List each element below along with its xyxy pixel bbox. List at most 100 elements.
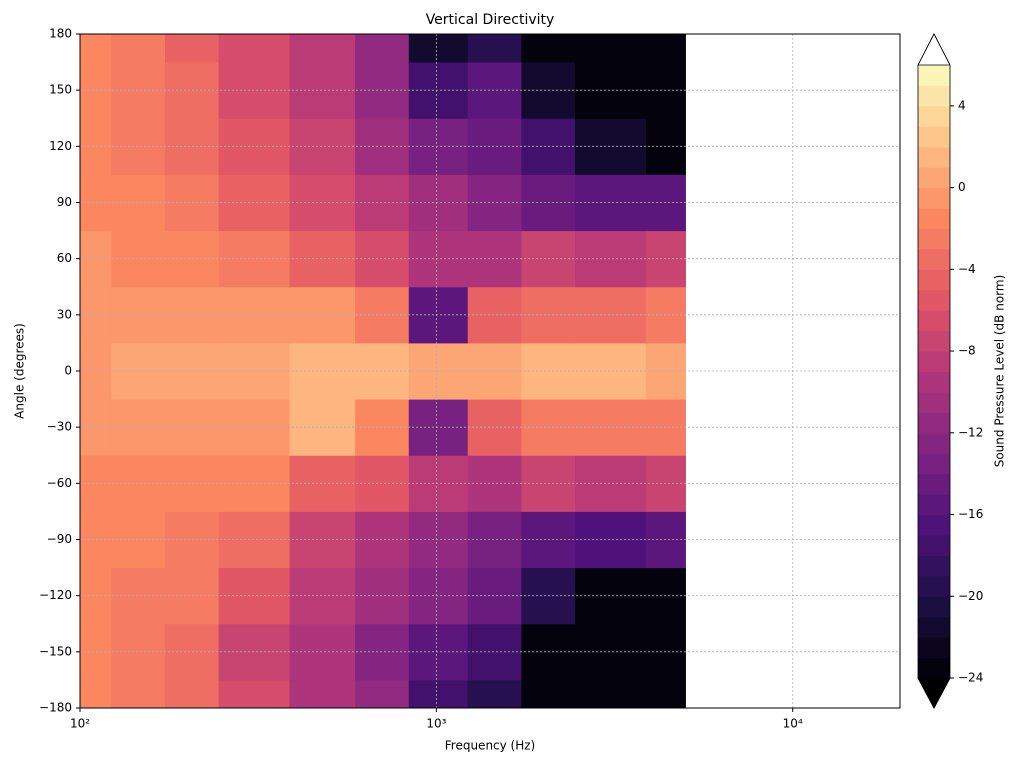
colorbar-band [918,65,950,86]
colorbar-extend-top [917,33,951,66]
y-tick-label: 150 [49,83,72,97]
contour-cell [80,679,112,709]
contour-cell [408,34,469,63]
contour-cell [575,623,647,681]
colorbar-band [918,105,950,127]
colorbar-band [918,371,950,393]
colorbar-band [918,616,950,638]
contour-cell [575,286,647,344]
y-tick-label: 0 [64,364,72,378]
colorbar-band [918,412,950,434]
x-axis-label: Frequency (Hz) [445,739,536,753]
contour-cell [218,286,291,344]
colorbar-band [918,453,950,475]
contour-cell [355,679,410,709]
y-tick-label: 120 [49,139,72,153]
contour-cell [521,679,576,709]
colorbar-band [918,85,950,107]
y-tick-label: 60 [57,251,72,265]
contour-cell [289,34,356,63]
contour-cell [575,118,647,175]
contour-cell [408,174,469,232]
contour-cell [575,230,647,288]
contour-cell [408,679,469,709]
colorbar-band [918,657,950,679]
contour-cell [289,679,356,709]
colorbar-band [918,126,950,148]
colorbar-tick-label: −4 [958,262,976,276]
contour-cell [408,455,469,512]
contour-cell [111,34,166,63]
y-tick-label: −30 [47,420,72,434]
x-tick-label: 10³ [426,717,446,731]
contour-cell [408,623,469,681]
contour-cell [575,399,647,456]
contour-cell [575,342,647,400]
y-tick-label: −90 [47,532,72,546]
colorbar-tick-label: −8 [958,344,976,358]
contour-cell [575,511,647,569]
contour-cell [408,230,469,288]
contour-cell [218,679,291,709]
colorbar-tick-label: −24 [958,671,983,685]
contour-cell [111,679,166,709]
colorbar-band [918,514,950,536]
contour-cell [218,230,291,288]
colorbar-band [918,494,950,516]
x-tick-label: 10⁴ [783,717,803,731]
contour-cell [645,679,686,709]
contour-cell [218,342,291,400]
contour-cell [575,455,647,512]
contour-cell [408,511,469,569]
contour-cell [408,118,469,175]
colorbar-extend-bottom [917,677,951,709]
y-tick-label: −150 [39,644,72,658]
colorbar-band [918,208,950,229]
x-tick-label: 10² [70,717,90,731]
y-tick-label: 180 [49,27,72,41]
colorbar-band [918,432,950,454]
colorbar-band [918,310,950,332]
y-tick-label: −60 [47,476,72,490]
contour-cell [575,34,647,63]
colorbar-tick-label: −20 [958,589,983,603]
contour-cell [165,34,220,63]
colorbar-band [918,167,950,189]
contour-cell [645,34,686,63]
chart-title: Vertical Directivity [426,12,555,28]
contour-cell [467,679,522,709]
colorbar-band [918,228,950,250]
contour-cell [218,455,291,512]
colorbar-tick-label: −12 [958,425,983,439]
colorbar-band [918,555,950,577]
colorbar-band [918,146,950,168]
contour-cell [218,623,291,681]
contour-cell [218,567,291,625]
contour-cell [355,34,410,63]
contour-cell [467,34,522,63]
contour-cell [80,34,112,63]
contour-cell [575,567,647,625]
colorbar-band [918,391,950,413]
colorbar-band [918,248,950,270]
contour-cell [408,62,469,119]
contour-cell [218,62,291,119]
contour-cell [521,34,576,63]
colorbar-band [918,637,950,659]
colorbar-band [918,473,950,495]
contour-cell [575,679,647,709]
colorbar-band [918,269,950,291]
colorbar-band [918,187,950,209]
colorbar-band [918,596,950,618]
colorbar-band [918,575,950,597]
contour-cell [408,399,469,456]
colorbar-band [918,330,950,352]
colorbar-tick-label: −16 [958,507,983,521]
colorbar-tick-label: 0 [958,180,966,194]
colorbar-band [918,289,950,311]
contour-cell [218,118,291,175]
colorbar-band [918,534,950,556]
y-tick-label: −180 [39,701,72,715]
contour-cell [408,342,469,400]
